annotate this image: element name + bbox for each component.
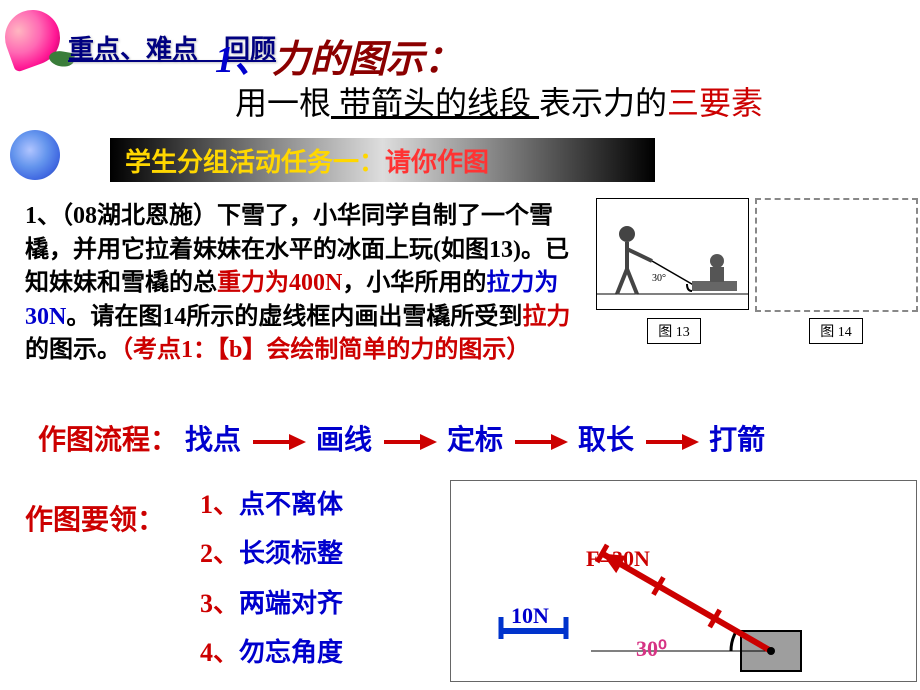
force-label: F=30N [586, 546, 650, 572]
sub-pre: 用一根 [235, 85, 331, 121]
arrow-icon [382, 428, 437, 448]
angle-label: 30⁰ [636, 636, 667, 662]
tip-text: 点不离体 [239, 490, 343, 519]
p1c: 。请在图14所示的虚线框内画出雪橇所受到 [66, 304, 522, 330]
subtitle: 用一根 带箭头的线段 表示力的三要素 [235, 78, 763, 124]
tip-text: 两端对齐 [239, 589, 343, 618]
hint: （考点1：【b】会绘制简单的力的图示） [121, 337, 530, 363]
tip-item: 2、长须标整 [200, 529, 343, 578]
tip-item: 3、两端对齐 [200, 579, 343, 628]
p1d: 的图示。 [25, 337, 121, 363]
activity-task: 请你作图 [385, 142, 489, 179]
tip-num: 4、 [200, 638, 239, 667]
force-diagram: F=30N 10N 30⁰ [450, 480, 917, 682]
rose-blue-icon [10, 130, 105, 185]
figure-14-box [755, 198, 918, 312]
figures: 30° 图 13 图 14 [596, 198, 918, 344]
figure-13: 30° [596, 198, 749, 310]
activity-bar: 学生分组活动任务一：请你作图 [110, 138, 655, 182]
tip-num: 1、 [200, 490, 239, 519]
arrow-icon [644, 428, 699, 448]
tip-num: 2、 [200, 539, 239, 568]
flow-step: 取长 [578, 418, 634, 458]
rose-pink-icon [0, 2, 68, 72]
fig14-label: 图 14 [809, 318, 863, 344]
scale-label: 10N [511, 603, 549, 629]
p1b: ，小华所用的 [342, 270, 486, 296]
pull-force-2: 拉力 [522, 304, 570, 330]
tip-text: 勿忘角度 [239, 638, 343, 667]
flow-steps: 找点 画线 定标 取长 打箭 [185, 418, 765, 458]
problem-text: 1、（08湖北恩施）下雪了，小华同学自制了一个雪橇，并用它拉着妹妹在水平的冰面上… [25, 200, 590, 368]
gravity: 重力为400N [217, 270, 342, 296]
tips-label: 作图要领： [25, 498, 165, 538]
tip-text: 长须标整 [239, 539, 343, 568]
fig13-angle: 30° [652, 273, 666, 284]
sub-underlined: 带箭头的线段 [331, 85, 539, 121]
tips-list: 1、点不离体2、长须标整3、两端对齐4、勿忘角度 [200, 480, 343, 678]
tip-item: 1、点不离体 [200, 480, 343, 529]
sub-red: 三要素 [667, 85, 763, 121]
title-text: 力的图示： [272, 39, 462, 81]
flow-label: 作图流程： [38, 418, 178, 458]
flow-step: 找点 [185, 418, 241, 458]
fig13-label: 图 13 [647, 318, 701, 344]
main-title: 1、力的图示： [215, 28, 462, 83]
flow-step: 打箭 [709, 418, 765, 458]
activity-label: 学生分组活动任务一： [125, 142, 385, 179]
tip-num: 3、 [200, 589, 239, 618]
sub-mid: 表示力的 [539, 85, 667, 121]
title-number: 1、 [215, 39, 272, 81]
arrow-icon [513, 428, 568, 448]
flow-step: 画线 [316, 418, 372, 458]
arrow-icon [251, 428, 306, 448]
flow-step: 定标 [447, 418, 503, 458]
tip-item: 4、勿忘角度 [200, 628, 343, 677]
